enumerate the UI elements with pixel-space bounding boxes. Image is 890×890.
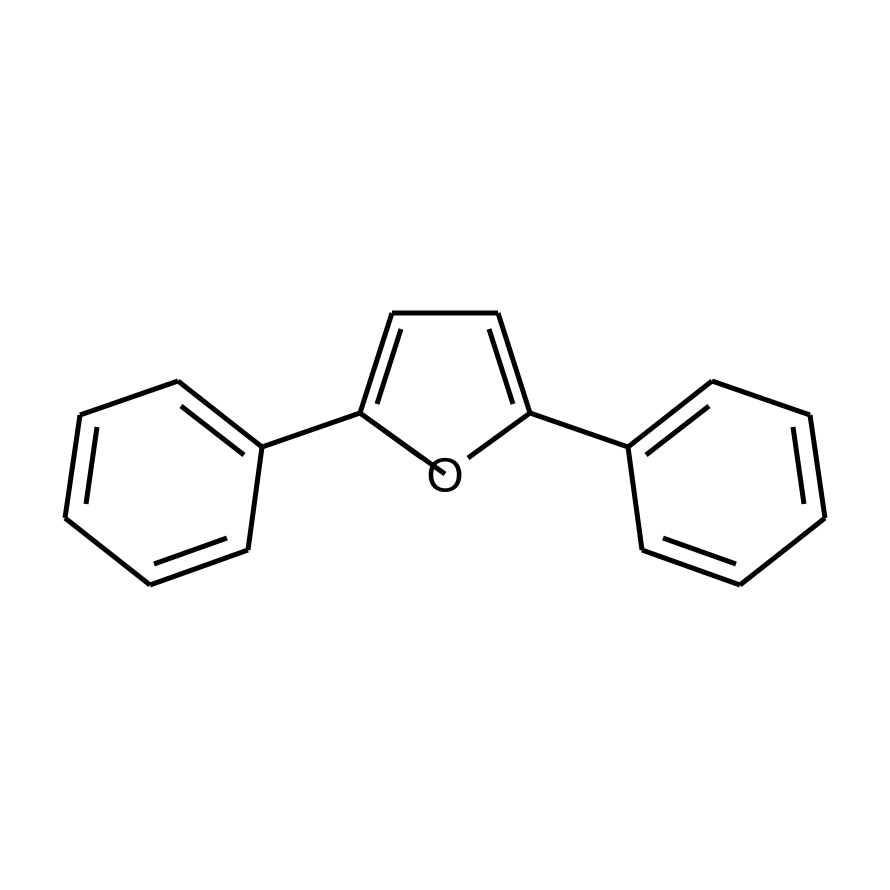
bond-c5-rightphenyl: [530, 413, 628, 447]
right-phenyl: [628, 381, 825, 585]
furan-ring: [360, 313, 530, 458]
left-phenyl: [65, 381, 262, 585]
bond-c2-leftphenyl: [262, 413, 360, 447]
molecule-diagram: O: [0, 0, 890, 890]
oxygen-atom-label: O: [426, 450, 463, 503]
